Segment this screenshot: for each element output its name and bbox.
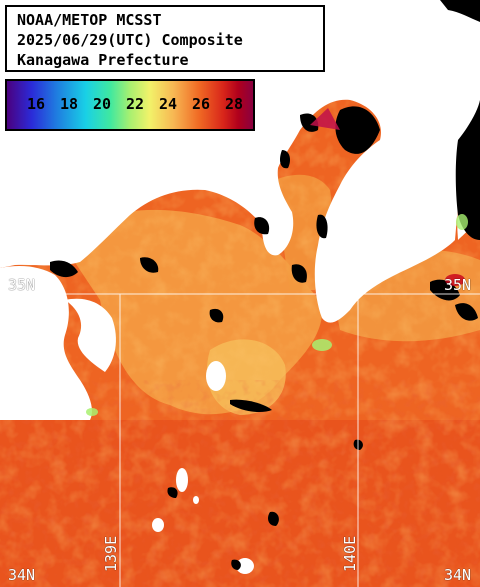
legend-tick: 22 — [126, 95, 145, 113]
color-scale-legend: 16 18 20 22 24 26 28 — [5, 79, 255, 131]
legend-tick-labels: 16 18 20 22 24 26 28 — [27, 95, 258, 113]
island-toshima — [176, 468, 188, 492]
title-sensor: NOAA/METOP MCSST — [17, 11, 162, 29]
title-region: Kanagawa Prefecture — [17, 51, 189, 69]
title-date: 2025/06/29(UTC) Composite — [17, 31, 243, 49]
legend-tick: 16 — [27, 95, 46, 113]
cool-highlights — [86, 214, 468, 416]
legend-tick: 24 — [159, 95, 178, 113]
lat-label-34n-left: 34N — [8, 566, 36, 584]
legend-tick: 18 — [60, 95, 79, 113]
lat-label-35n-left: 35N — [8, 276, 36, 294]
map-title-box: NOAA/METOP MCSST 2025/06/29(UTC) Composi… — [5, 5, 325, 72]
island-small-1 — [193, 496, 199, 504]
island-niijima — [152, 518, 164, 532]
legend-tick: 28 — [225, 95, 244, 113]
no-data-patches — [50, 0, 480, 570]
legend-tick: 26 — [192, 95, 211, 113]
island-oshima — [206, 361, 226, 391]
island-shikine — [236, 558, 254, 574]
legend-tick: 20 — [93, 95, 112, 113]
lat-label-35n-right: 35N — [444, 276, 472, 294]
hot-highlights — [310, 108, 465, 286]
land-izu-peninsula — [0, 266, 92, 420]
lat-label-34n-right: 34N — [444, 566, 472, 584]
graticule — [0, 293, 480, 587]
lon-label-140e: 140E — [341, 535, 359, 572]
lon-label-139e: 139E — [102, 535, 120, 572]
land-izu-inner — [65, 298, 116, 372]
